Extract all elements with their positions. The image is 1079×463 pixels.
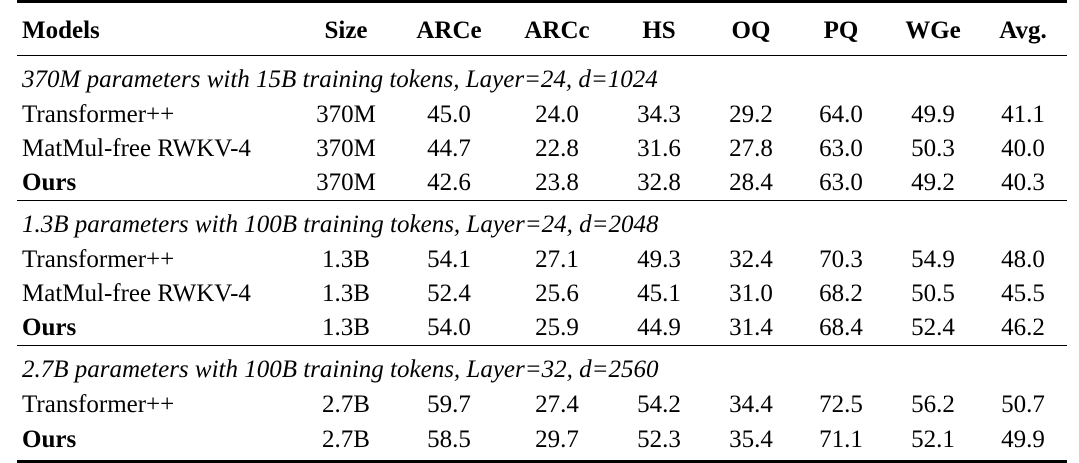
header-avg: Avg. [999, 17, 1047, 44]
value-cell: 49.9 [1001, 426, 1045, 453]
model-cell: Ours [22, 169, 77, 196]
group-title: 1.3B parameters with 100B training token… [22, 211, 659, 238]
value-cell: 52.3 [637, 426, 681, 453]
value-cell: 45.5 [1001, 280, 1045, 307]
table-row: Ours 2.7B 58.5 29.7 52.3 35.4 71.1 52.1 … [17, 422, 1067, 462]
value-cell: 45.0 [427, 101, 471, 128]
header-row: Models Size ARCe ARCc HS OQ PQ WGe Avg. [17, 1, 1067, 56]
table-row: Transformer++ 370M 45.0 24.0 34.3 29.2 6… [17, 98, 1067, 132]
group-header-row: 1.3B parameters with 100B training token… [17, 200, 1067, 244]
size-cell: 1.3B [322, 280, 370, 307]
value-cell: 46.2 [1001, 314, 1045, 341]
value-cell: 31.0 [729, 280, 773, 307]
value-cell: 52.4 [911, 314, 955, 341]
value-cell: 52.1 [911, 426, 955, 453]
value-cell: 29.7 [535, 426, 579, 453]
results-table-figure: Models Size ARCe ARCc HS OQ PQ WGe Avg. … [17, 1, 1067, 462]
value-cell: 54.0 [427, 314, 471, 341]
value-cell: 28.4 [729, 169, 773, 196]
value-cell: 54.9 [911, 246, 955, 273]
table-row: MatMul-free RWKV-4 370M 44.7 22.8 31.6 2… [17, 132, 1067, 166]
value-cell: 25.9 [535, 314, 579, 341]
model-cell: Ours [22, 314, 77, 341]
header-oq: OQ [731, 17, 771, 44]
header-size: Size [324, 17, 368, 44]
value-cell: 58.5 [427, 426, 471, 453]
value-cell: 27.8 [729, 135, 773, 162]
value-cell: 54.1 [427, 246, 471, 273]
model-cell: MatMul-free RWKV-4 [22, 135, 251, 162]
value-cell: 50.5 [911, 280, 955, 307]
size-cell: 370M [316, 101, 376, 128]
value-cell: 48.0 [1001, 246, 1045, 273]
value-cell: 54.2 [637, 391, 681, 418]
table-row: Transformer++ 1.3B 54.1 27.1 49.3 32.4 7… [17, 243, 1067, 277]
model-cell: Ours [22, 426, 77, 453]
value-cell: 63.0 [819, 169, 863, 196]
value-cell: 40.3 [1001, 169, 1045, 196]
group-title: 370M parameters with 15B training tokens… [22, 66, 658, 93]
value-cell: 72.5 [819, 391, 863, 418]
header-pq: PQ [823, 17, 859, 44]
value-cell: 68.2 [819, 280, 863, 307]
value-cell: 35.4 [729, 426, 773, 453]
value-cell: 49.9 [911, 101, 955, 128]
header-wge: WGe [905, 17, 961, 44]
value-cell: 71.1 [819, 426, 863, 453]
size-cell: 1.3B [322, 246, 370, 273]
table-row: Ours 370M 42.6 23.8 32.8 28.4 63.0 49.2 … [17, 166, 1067, 201]
value-cell: 49.2 [911, 169, 955, 196]
value-cell: 40.0 [1001, 135, 1045, 162]
model-cell: MatMul-free RWKV-4 [22, 280, 251, 307]
value-cell: 34.3 [637, 101, 681, 128]
value-cell: 50.3 [911, 135, 955, 162]
value-cell: 27.4 [535, 391, 579, 418]
group-header-row: 2.7B parameters with 100B training token… [17, 345, 1067, 389]
value-cell: 50.7 [1001, 391, 1045, 418]
value-cell: 63.0 [819, 135, 863, 162]
group-title: 2.7B parameters with 100B training token… [22, 356, 659, 383]
model-cell: Transformer++ [22, 246, 175, 273]
value-cell: 68.4 [819, 314, 863, 341]
value-cell: 25.6 [535, 280, 579, 307]
header-hs: HS [642, 17, 676, 44]
value-cell: 31.4 [729, 314, 773, 341]
size-cell: 370M [316, 135, 376, 162]
size-cell: 370M [316, 169, 376, 196]
size-cell: 2.7B [322, 391, 370, 418]
model-cell: Transformer++ [22, 391, 175, 418]
size-cell: 1.3B [322, 314, 370, 341]
model-cell: Transformer++ [22, 101, 175, 128]
value-cell: 23.8 [535, 169, 579, 196]
value-cell: 59.7 [427, 391, 471, 418]
value-cell: 22.8 [535, 135, 579, 162]
table-row: MatMul-free RWKV-4 1.3B 52.4 25.6 45.1 3… [17, 277, 1067, 311]
value-cell: 32.8 [637, 169, 681, 196]
value-cell: 31.6 [637, 135, 681, 162]
table-row: Transformer++ 2.7B 59.7 27.4 54.2 34.4 7… [17, 388, 1067, 422]
group-header-row: 370M parameters with 15B training tokens… [17, 55, 1067, 99]
table-body: 370M parameters with 15B training tokens… [17, 55, 1067, 462]
header-arcc: ARCc [524, 17, 590, 44]
value-cell: 49.3 [637, 246, 681, 273]
header-arce: ARCe [416, 17, 482, 44]
table-row: Ours 1.3B 54.0 25.9 44.9 31.4 68.4 52.4 … [17, 311, 1067, 346]
value-cell: 70.3 [819, 246, 863, 273]
value-cell: 56.2 [911, 391, 955, 418]
header-models: Models [22, 17, 100, 44]
value-cell: 42.6 [427, 169, 471, 196]
value-cell: 44.7 [427, 135, 471, 162]
value-cell: 64.0 [819, 101, 863, 128]
value-cell: 52.4 [427, 280, 471, 307]
size-cell: 2.7B [322, 426, 370, 453]
value-cell: 32.4 [729, 246, 773, 273]
value-cell: 45.1 [637, 280, 681, 307]
results-table: Models Size ARCe ARCc HS OQ PQ WGe Avg. … [17, 0, 1067, 463]
value-cell: 44.9 [637, 314, 681, 341]
value-cell: 41.1 [1001, 101, 1045, 128]
value-cell: 34.4 [729, 391, 773, 418]
value-cell: 24.0 [535, 101, 579, 128]
value-cell: 29.2 [729, 101, 773, 128]
value-cell: 27.1 [535, 246, 579, 273]
